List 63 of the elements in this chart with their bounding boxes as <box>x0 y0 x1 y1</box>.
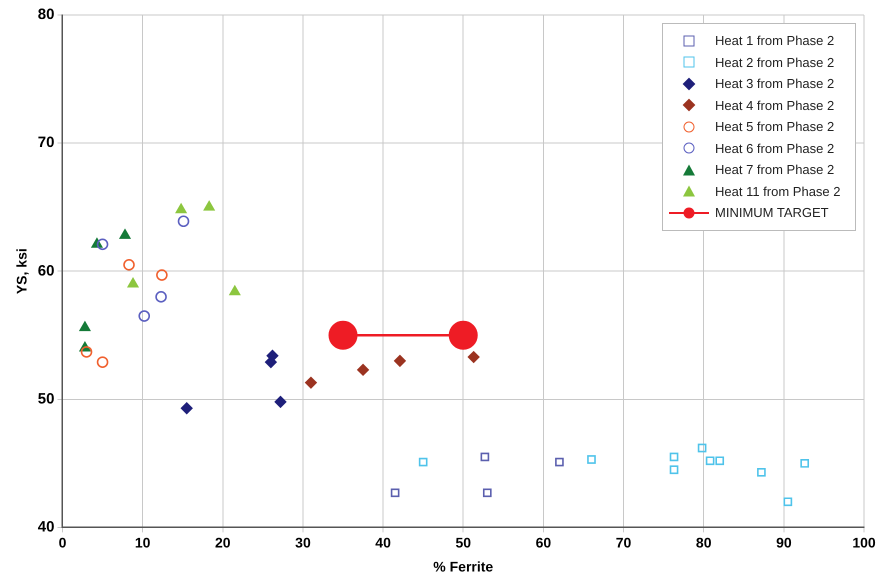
point <box>96 238 108 250</box>
point <box>390 488 400 498</box>
x-tick-label: 60 <box>536 534 552 551</box>
point <box>229 285 241 296</box>
point <box>178 215 190 228</box>
point <box>800 459 810 468</box>
point <box>203 200 215 211</box>
point <box>468 351 480 364</box>
point <box>757 468 766 477</box>
y-axis-title: YS, ksi <box>13 248 30 294</box>
x-tick-label: 0 <box>58 534 67 551</box>
legend-label: Heat 3 from Phase 2 <box>715 76 834 92</box>
legend-label: Heat 1 from Phase 2 <box>715 33 834 48</box>
point <box>96 356 108 368</box>
point <box>587 455 596 464</box>
point <box>80 346 92 358</box>
point <box>706 456 714 466</box>
point <box>670 452 678 462</box>
point <box>274 396 286 408</box>
point <box>119 228 131 239</box>
point <box>698 444 706 452</box>
point <box>180 402 193 414</box>
point <box>123 258 135 271</box>
legend-label: Heat 4 from Phase 2 <box>715 98 834 113</box>
y-tick-label: 50 <box>38 390 54 408</box>
point <box>138 310 150 322</box>
legend-label: Heat 5 from Phase 2 <box>715 119 834 134</box>
x-tick-label: 40 <box>375 534 392 551</box>
legend-label: Heat 2 from Phase 2 <box>715 54 834 70</box>
point <box>448 320 478 350</box>
point <box>155 291 167 303</box>
legend-label: Heat 6 from Phase 2 <box>715 140 834 156</box>
y-tick-label: 60 <box>38 262 54 280</box>
legend-label: Heat 7 from Phase 2 <box>715 162 834 178</box>
point <box>328 320 358 350</box>
point <box>357 364 370 376</box>
point <box>79 321 91 332</box>
point <box>555 458 564 466</box>
point <box>304 376 317 389</box>
point <box>670 465 678 474</box>
point <box>175 203 187 214</box>
point <box>156 269 168 281</box>
x-tick-label: 100 <box>852 534 876 551</box>
legend-label: Heat 11 from Phase 2 <box>715 184 840 199</box>
y-tick-label: 70 <box>38 134 54 152</box>
x-tick-label: 30 <box>295 534 311 551</box>
y-tick-label: 80 <box>38 6 54 24</box>
x-axis-title: % Ferrite <box>433 558 494 574</box>
legend-label: MINIMUM TARGET <box>715 205 829 220</box>
point <box>394 354 406 367</box>
point <box>784 497 792 506</box>
x-tick-label: 70 <box>616 534 632 551</box>
point <box>127 278 139 288</box>
x-tick-label: 90 <box>776 534 792 551</box>
y-tick-label: 40 <box>38 518 54 536</box>
point <box>482 488 492 498</box>
x-tick-label: 80 <box>696 534 712 551</box>
x-tick-label: 50 <box>455 534 472 551</box>
point <box>715 456 724 466</box>
point <box>480 452 490 462</box>
point <box>418 458 428 466</box>
x-tick-label: 20 <box>215 534 231 551</box>
x-tick-label: 10 <box>134 534 151 551</box>
